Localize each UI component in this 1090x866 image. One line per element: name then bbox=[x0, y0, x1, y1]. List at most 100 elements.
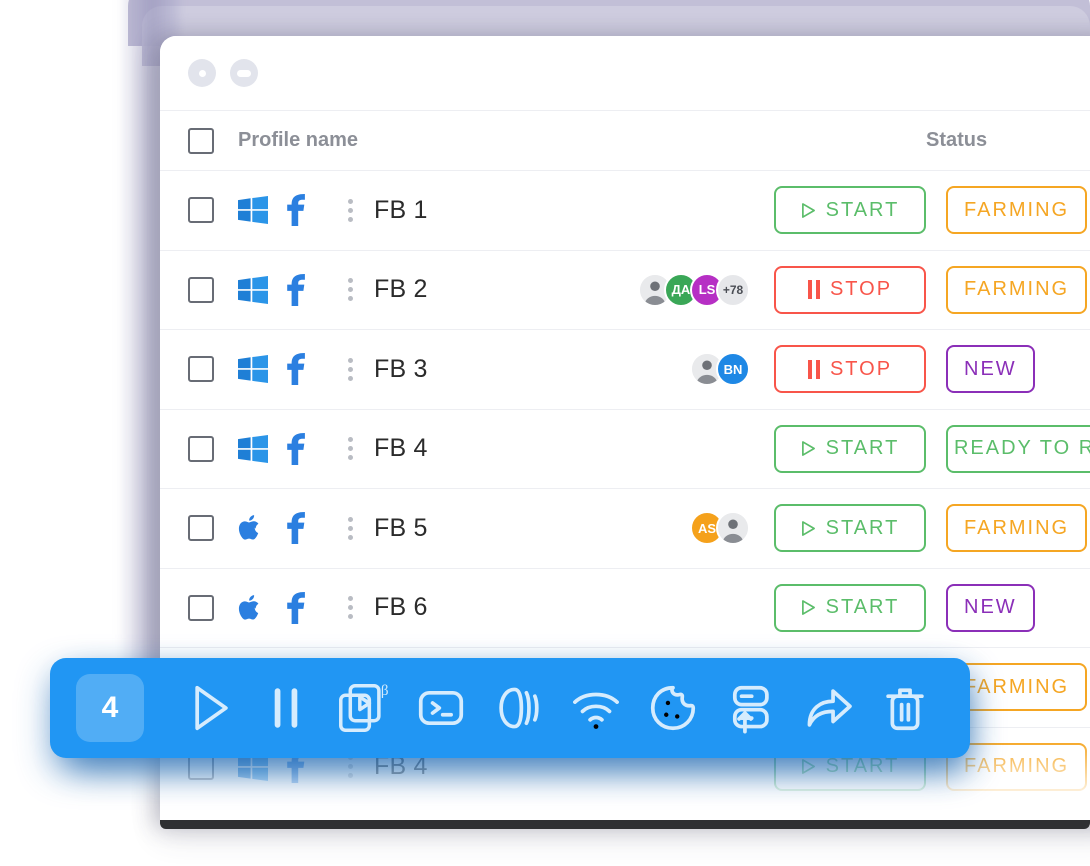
row-checkbox[interactable] bbox=[188, 515, 214, 542]
row-menu-button[interactable] bbox=[326, 516, 374, 540]
status-cell: NEW bbox=[934, 583, 1090, 632]
play-icon[interactable] bbox=[182, 681, 236, 735]
avatar-group: BN bbox=[614, 352, 766, 387]
share-icon[interactable] bbox=[801, 681, 855, 735]
table-header-row: Profile name Status bbox=[160, 110, 1090, 170]
start-button-label: START bbox=[825, 198, 900, 221]
facebook-icon bbox=[287, 591, 305, 624]
run-action-cell: START bbox=[766, 583, 934, 632]
status-badge[interactable]: NEW bbox=[946, 583, 1035, 632]
os-icon-cell bbox=[238, 355, 286, 384]
minus-icon bbox=[237, 69, 251, 77]
stop-button[interactable]: STOP bbox=[774, 265, 926, 314]
user-photo-icon bbox=[718, 513, 748, 544]
table-row[interactable]: FB 5 AS START FARMING bbox=[160, 488, 1090, 568]
start-button[interactable]: START bbox=[774, 504, 926, 553]
row-menu-button[interactable] bbox=[326, 596, 374, 620]
select-all-checkbox[interactable] bbox=[188, 127, 214, 154]
terminal-icon[interactable] bbox=[414, 681, 468, 735]
pause-icon bbox=[807, 280, 820, 300]
status-badge[interactable]: FARMING bbox=[946, 265, 1088, 314]
status-badge[interactable]: FARMING bbox=[946, 186, 1088, 235]
apple-icon bbox=[238, 594, 259, 620]
os-icon-cell bbox=[238, 513, 286, 543]
profile-name: FB 4 bbox=[374, 434, 428, 463]
app-icon-cell bbox=[286, 591, 326, 624]
start-button-label: START bbox=[825, 596, 900, 619]
facebook-icon bbox=[287, 273, 305, 306]
status-cell: FARMING bbox=[934, 186, 1090, 235]
row-menu-button[interactable] bbox=[326, 437, 374, 461]
status-cell: READY TO RUN bbox=[934, 424, 1090, 473]
app-icon-cell bbox=[286, 194, 326, 227]
dot-icon bbox=[198, 69, 206, 77]
table-row[interactable]: FB 4 START READY TO RUN bbox=[160, 408, 1090, 488]
os-icon-cell bbox=[238, 275, 286, 304]
status-cell: FARMING bbox=[934, 265, 1090, 314]
stop-button[interactable]: STOP bbox=[774, 345, 926, 394]
table-row[interactable]: FB 1 START FARMING bbox=[160, 170, 1090, 250]
start-button[interactable]: START bbox=[774, 186, 926, 235]
app-icon-cell bbox=[286, 353, 326, 386]
facebook-icon bbox=[287, 194, 305, 227]
user-photo-icon bbox=[640, 274, 670, 305]
window-minimize-button[interactable] bbox=[230, 59, 258, 87]
selected-count-chip[interactable]: 4 bbox=[76, 674, 144, 742]
status-badge[interactable]: FARMING bbox=[946, 504, 1088, 553]
start-button[interactable]: START bbox=[774, 583, 926, 632]
pause-icon[interactable] bbox=[259, 681, 313, 735]
os-icon-cell bbox=[238, 593, 286, 623]
row-menu-button[interactable] bbox=[326, 278, 374, 302]
wifi-proxy-icon[interactable] bbox=[569, 681, 623, 735]
kebab-menu-icon bbox=[347, 357, 353, 381]
play-icon bbox=[801, 202, 815, 218]
duplicate-video-icon[interactable]: β bbox=[336, 681, 390, 735]
table-row[interactable]: FB 3 BN STOP NEW bbox=[160, 329, 1090, 409]
play-icon bbox=[801, 441, 815, 457]
row-checkbox[interactable] bbox=[188, 594, 214, 621]
kebab-menu-icon bbox=[347, 596, 353, 620]
column-header-status[interactable]: Status bbox=[926, 129, 988, 151]
status-badge[interactable]: NEW bbox=[946, 345, 1035, 394]
facebook-icon bbox=[287, 432, 305, 465]
trash-icon[interactable] bbox=[878, 681, 932, 735]
row-menu-button[interactable] bbox=[326, 357, 374, 381]
run-action-cell: STOP bbox=[766, 345, 934, 394]
window-titlebar bbox=[160, 36, 1090, 110]
facebook-icon bbox=[287, 512, 305, 545]
row-checkbox[interactable] bbox=[188, 197, 214, 224]
app-icon-cell bbox=[286, 512, 326, 545]
start-button[interactable]: START bbox=[774, 424, 926, 473]
table-row[interactable]: FB 6 START NEW bbox=[160, 567, 1090, 647]
avatar-group: ДА LS +78 bbox=[614, 272, 766, 307]
stop-button-label: STOP bbox=[829, 357, 893, 380]
stop-button-label: STOP bbox=[829, 278, 893, 301]
status-badge[interactable]: READY TO RUN bbox=[946, 424, 1090, 473]
table-row[interactable]: FB 2 ДА LS +78 STOP FARMING bbox=[160, 249, 1090, 329]
start-button-label: START bbox=[825, 437, 900, 460]
profile-name: FB 1 bbox=[374, 195, 428, 224]
row-menu-button[interactable] bbox=[326, 198, 374, 222]
row-checkbox[interactable] bbox=[188, 276, 214, 303]
run-action-cell: START bbox=[766, 186, 934, 235]
avatar-overflow-count[interactable]: +78 bbox=[716, 272, 750, 307]
import-list-icon[interactable] bbox=[723, 681, 777, 735]
status-cell: FARMING bbox=[934, 504, 1090, 553]
kebab-menu-icon bbox=[347, 198, 353, 222]
row-checkbox[interactable] bbox=[188, 356, 214, 383]
os-icon-cell bbox=[238, 434, 286, 463]
windows-icon bbox=[238, 275, 268, 304]
profile-name: FB 2 bbox=[374, 275, 428, 304]
tags-icon[interactable] bbox=[491, 681, 545, 735]
facebook-icon bbox=[287, 353, 305, 386]
avatar[interactable] bbox=[638, 272, 672, 307]
row-checkbox[interactable] bbox=[188, 435, 214, 462]
window-dot-button[interactable] bbox=[188, 59, 216, 87]
avatar[interactable] bbox=[716, 511, 750, 546]
column-header-profile-name[interactable]: Profile name bbox=[238, 129, 359, 151]
os-icon-cell bbox=[238, 196, 286, 225]
app-icon-cell bbox=[286, 432, 326, 465]
cookie-icon[interactable] bbox=[646, 681, 700, 735]
avatar-initials[interactable]: BN bbox=[716, 352, 750, 387]
